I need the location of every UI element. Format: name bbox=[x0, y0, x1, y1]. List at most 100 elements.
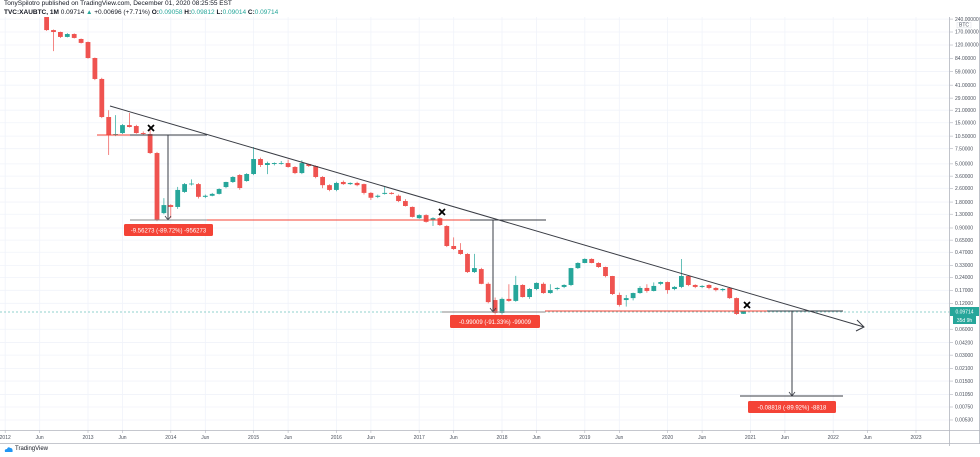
candle bbox=[347, 182, 353, 185]
candle-body bbox=[465, 253, 470, 273]
drawings[interactable]: -9.56273 (-89.72%) -956273 -0.99009 (-91… bbox=[97, 105, 865, 413]
candle-body bbox=[299, 163, 305, 174]
price-chart[interactable]: -9.56273 (-89.72%) -956273 -0.99009 (-91… bbox=[0, 0, 980, 446]
candle bbox=[472, 253, 477, 274]
price-tick-label: 0.01050 bbox=[955, 392, 973, 398]
candle-body bbox=[202, 195, 208, 197]
candle-body bbox=[237, 175, 243, 189]
candle-body bbox=[603, 267, 608, 277]
candle-body bbox=[437, 218, 443, 226]
cloud-logo-icon bbox=[4, 447, 13, 452]
brand-name: TradingView bbox=[15, 446, 49, 452]
candle bbox=[616, 292, 622, 307]
time-tick-label: 2021 bbox=[745, 435, 756, 441]
candle-body bbox=[189, 183, 194, 185]
candle bbox=[244, 173, 250, 182]
candle-body bbox=[616, 294, 622, 305]
candle-body bbox=[478, 269, 484, 284]
candle bbox=[375, 194, 381, 199]
candle-body bbox=[651, 285, 657, 291]
candle bbox=[182, 182, 187, 193]
time-tick-label: 2023 bbox=[910, 435, 921, 441]
price-tick-label: 0.24000 bbox=[955, 275, 973, 281]
time-tick-label: Jun bbox=[36, 435, 44, 441]
candle bbox=[547, 284, 553, 294]
candle bbox=[409, 206, 415, 218]
price-tick-label: 240.00000 bbox=[955, 17, 979, 23]
price-tick-label: 1.30000 bbox=[955, 212, 973, 218]
candle-body bbox=[313, 166, 319, 177]
measure-2-label: -0.99009 (-91.33%) -99009 bbox=[459, 320, 532, 326]
candle-body bbox=[44, 17, 49, 31]
candle bbox=[706, 284, 712, 290]
candle bbox=[623, 294, 629, 307]
symbol-legend: TVC:XAUBTC, 1M 0.09714 ▲ +0.00696 (+7.71… bbox=[4, 9, 278, 17]
candle bbox=[382, 186, 388, 195]
candle bbox=[699, 285, 705, 289]
open-value: 0.09058 bbox=[158, 8, 183, 16]
price-tick-label: 41.00000 bbox=[955, 83, 976, 89]
candle-body bbox=[223, 181, 229, 188]
time-axis[interactable]: 2012 Jun 2013 Jun 2014 Jun 2015 Jun 2016 Jun 2017 J… bbox=[0, 430, 922, 441]
time-tick-label: 2016 bbox=[331, 435, 342, 441]
time-tick-label: Jun bbox=[698, 435, 706, 441]
candle bbox=[465, 253, 470, 274]
candle-body bbox=[244, 174, 250, 182]
candle-body bbox=[258, 159, 263, 165]
trend-arrowhead-icon bbox=[855, 319, 865, 332]
candle-body bbox=[196, 184, 201, 197]
candle bbox=[271, 162, 277, 166]
price-axis[interactable]: 240.00000 170.00000 120.00000 84.00000 59.00… bbox=[950, 17, 979, 424]
price-tick-label: 1.80000 bbox=[955, 200, 973, 206]
countdown-badge bbox=[953, 316, 976, 324]
cross-mark-icon bbox=[743, 301, 751, 309]
candle-body bbox=[265, 163, 270, 165]
price-tick-label: 0.65000 bbox=[955, 238, 973, 244]
candle-body bbox=[64, 34, 70, 37]
candle-body bbox=[251, 159, 256, 175]
price-tick-label: 3.60000 bbox=[955, 174, 973, 180]
candle-body bbox=[492, 300, 498, 313]
measure-1-label: -9.56273 (-89.72%) -956273 bbox=[131, 229, 207, 235]
tradingview-brand[interactable]: TradingView bbox=[4, 446, 48, 452]
candle bbox=[334, 181, 339, 192]
candle bbox=[506, 284, 512, 302]
price-tick-label: 2.60000 bbox=[955, 186, 973, 192]
trend-line[interactable] bbox=[109, 105, 865, 328]
candle-body bbox=[209, 193, 215, 196]
price-tick-label: 120.00000 bbox=[955, 43, 979, 49]
measure-3-label-box bbox=[748, 401, 836, 413]
close-value: 0.09714 bbox=[254, 8, 279, 16]
candle bbox=[237, 174, 243, 190]
high-value: 0.09812 bbox=[191, 8, 215, 16]
candle-body bbox=[499, 298, 505, 313]
last-price: 0.09714 bbox=[60, 8, 85, 16]
candle-body bbox=[430, 218, 436, 221]
candle-body bbox=[472, 268, 477, 273]
time-tick-label: 2022 bbox=[828, 435, 839, 441]
candle-body bbox=[644, 287, 650, 291]
candle-body bbox=[175, 189, 181, 207]
candle-body bbox=[596, 262, 601, 268]
cross-mark-icon bbox=[147, 124, 155, 132]
currency-unit: BTC bbox=[959, 23, 969, 29]
candle bbox=[403, 199, 408, 207]
time-tick-label: 2020 bbox=[662, 435, 673, 441]
candle-body bbox=[699, 285, 705, 287]
currency-unit-box bbox=[956, 22, 972, 29]
candle bbox=[154, 151, 160, 222]
candle bbox=[527, 288, 532, 299]
candle-body bbox=[720, 289, 726, 291]
symbol-name[interactable]: TVC:XAUBTC, 1M bbox=[4, 8, 59, 16]
candle-body bbox=[361, 184, 367, 193]
candle-body bbox=[672, 286, 677, 290]
price-tick-label: 84.00000 bbox=[955, 56, 976, 62]
candle bbox=[561, 284, 567, 289]
candle-body bbox=[713, 287, 719, 291]
candle-body bbox=[120, 125, 125, 134]
candle bbox=[603, 266, 608, 278]
candle bbox=[734, 297, 739, 315]
time-tick-label: 2015 bbox=[248, 435, 259, 441]
price-tick-label: 0.47000 bbox=[955, 250, 973, 256]
candle bbox=[106, 110, 112, 155]
